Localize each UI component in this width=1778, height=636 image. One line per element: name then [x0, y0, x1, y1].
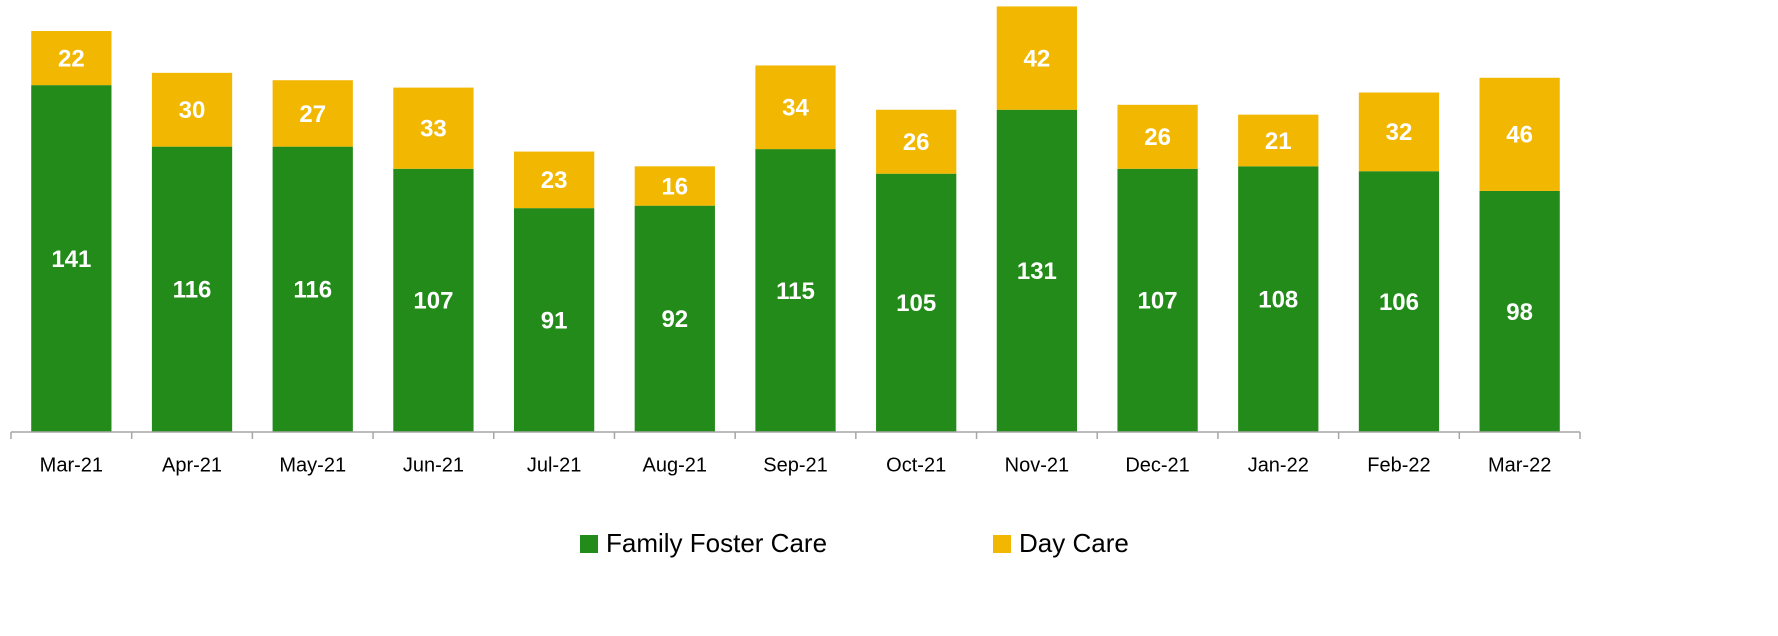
legend-label: Family Foster Care	[606, 528, 827, 558]
bar-segment	[393, 168, 474, 432]
bar-segment	[513, 151, 595, 209]
data-label: 92	[661, 306, 688, 333]
bar-segment	[876, 109, 957, 174]
bar-segment	[755, 65, 836, 150]
data-label: 131	[1017, 258, 1057, 285]
bar-segment	[31, 31, 112, 86]
x-tick-label: Aug-21	[643, 454, 708, 476]
data-label: 34	[782, 95, 809, 122]
data-label: 141	[51, 246, 91, 273]
bar-segment	[1358, 92, 1440, 172]
bar-segment	[272, 80, 353, 147]
x-tick-label: Jan-22	[1248, 454, 1309, 476]
bar-segment	[755, 149, 836, 432]
data-label: 26	[903, 129, 930, 156]
legend-label: Day Care	[1019, 528, 1129, 558]
legend-swatch	[993, 535, 1011, 553]
bar-segment	[272, 146, 353, 432]
bar-segment	[513, 208, 595, 432]
bar-segment	[634, 205, 715, 432]
bar-segment	[151, 146, 233, 432]
legend-swatch	[580, 535, 598, 553]
x-tick-label: Feb-22	[1367, 454, 1430, 476]
data-label: 107	[413, 288, 453, 315]
x-tick-label: Mar-22	[1488, 454, 1551, 476]
data-label: 26	[1144, 124, 1171, 151]
bar-segment	[1479, 190, 1560, 432]
data-label: 91	[541, 307, 568, 334]
x-tick-label: Apr-21	[162, 454, 222, 476]
data-label: 22	[58, 45, 85, 72]
bar-segment	[1479, 77, 1560, 191]
x-tick-label: Jun-21	[403, 454, 464, 476]
x-tick-label: Sep-21	[763, 454, 828, 476]
data-label: 107	[1138, 288, 1178, 315]
data-label: 33	[420, 116, 447, 143]
x-tick-label: May-21	[279, 454, 346, 476]
bar-segment	[151, 72, 233, 147]
bar-segment	[996, 109, 1078, 433]
data-label: 98	[1506, 299, 1533, 326]
data-label: 116	[173, 277, 212, 304]
bar-segment	[1117, 168, 1198, 432]
x-tick-label: Jul-21	[527, 454, 581, 476]
data-label: 30	[179, 97, 206, 124]
data-label: 27	[299, 101, 326, 128]
x-tick-label: Mar-21	[40, 454, 103, 476]
data-label: 21	[1265, 128, 1292, 155]
data-label: 108	[1258, 287, 1298, 314]
x-tick-label: Nov-21	[1005, 454, 1069, 476]
data-label: 16	[661, 173, 688, 200]
x-tick-label: Dec-21	[1125, 454, 1189, 476]
bar-segment	[1358, 171, 1440, 433]
data-label: 106	[1379, 289, 1419, 316]
data-label: 46	[1506, 122, 1533, 149]
bar-segment	[1238, 166, 1319, 432]
bar-segment	[1117, 104, 1198, 169]
bar-segment	[634, 166, 715, 206]
x-tick-label: Oct-21	[886, 454, 946, 476]
bar-segment	[31, 85, 112, 432]
data-label: 115	[776, 278, 815, 305]
bar-segment	[1238, 114, 1319, 167]
data-label: 116	[293, 277, 332, 304]
bar-segment	[393, 87, 474, 169]
bar-segment	[876, 173, 957, 432]
data-label: 23	[541, 167, 568, 194]
bar-segment	[996, 6, 1078, 110]
data-label: 42	[1024, 45, 1051, 72]
data-label: 32	[1386, 119, 1413, 146]
data-label: 105	[896, 290, 936, 317]
